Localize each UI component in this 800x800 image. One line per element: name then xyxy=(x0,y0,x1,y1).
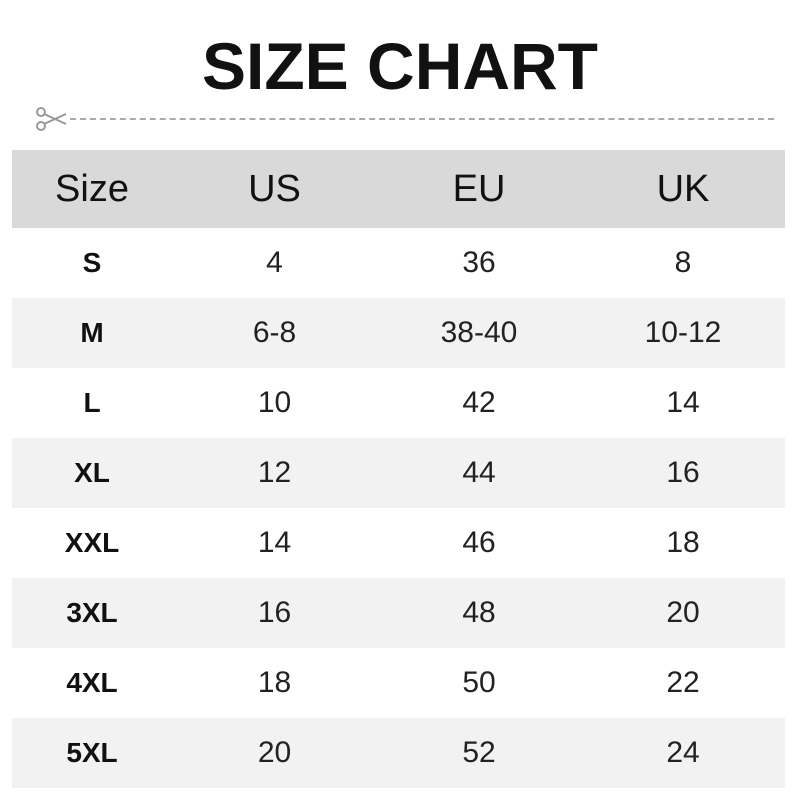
table-row: XL 12 44 16 xyxy=(12,438,785,508)
size-cell: XL xyxy=(12,438,172,508)
dashed-line xyxy=(70,118,774,120)
value-cell: 10-12 xyxy=(581,298,785,368)
size-cell: L xyxy=(83,387,101,418)
header-row: Size US EU UK xyxy=(12,150,785,228)
value-cell: 36 xyxy=(462,246,496,279)
size-cell: XXL xyxy=(64,527,120,558)
value-cell: 16 xyxy=(172,578,377,648)
value-cell: 42 xyxy=(462,386,496,419)
value-cell: 44 xyxy=(377,438,581,508)
table-row: L 10 42 14 xyxy=(12,368,785,438)
column-header: US xyxy=(172,150,377,228)
cut-line xyxy=(34,106,774,132)
value-cell: 50 xyxy=(462,666,496,699)
scissors-icon xyxy=(36,107,67,131)
value-cell: 52 xyxy=(377,718,581,788)
value-cell: 48 xyxy=(377,578,581,648)
value-cell: 46 xyxy=(462,526,496,559)
table-row: S 4 36 8 xyxy=(12,228,785,298)
value-cell: 22 xyxy=(666,666,700,699)
value-cell: 20 xyxy=(172,718,377,788)
value-cell: 38-40 xyxy=(377,298,581,368)
column-header: EU xyxy=(377,150,581,228)
value-cell: 20 xyxy=(581,578,785,648)
table-row: 5XL 20 52 24 xyxy=(12,718,785,788)
size-cell: 5XL xyxy=(12,718,172,788)
page-title: SIZE CHART xyxy=(202,29,598,103)
value-cell: 8 xyxy=(674,246,692,279)
value-cell: 24 xyxy=(581,718,785,788)
value-cell: 12 xyxy=(172,438,377,508)
value-cell: 14 xyxy=(666,386,700,419)
table-row: XXL 14 46 18 xyxy=(12,508,785,578)
table-row: 4XL 18 50 22 xyxy=(12,648,785,718)
table-row: M 6-8 38-40 10-12 xyxy=(12,298,785,368)
size-cell: 4XL xyxy=(66,667,118,698)
value-cell: 4 xyxy=(266,246,283,279)
value-cell: 10 xyxy=(257,386,292,419)
size-cell: S xyxy=(82,247,102,278)
value-cell: 6-8 xyxy=(172,298,377,368)
column-header: Size xyxy=(12,150,172,228)
column-header: UK xyxy=(581,150,785,228)
size-table: Size US EU UK S 4 36 8 M 6-8 38-40 10-12 L 10 42 14 XL 1… xyxy=(12,150,785,788)
size-cell: 3XL xyxy=(12,578,172,648)
size-cell: M xyxy=(12,298,172,368)
value-cell: 14 xyxy=(257,526,292,559)
value-cell: 18 xyxy=(666,526,700,559)
value-cell: 16 xyxy=(581,438,785,508)
value-cell: 18 xyxy=(257,666,292,699)
table-row: 3XL 16 48 20 xyxy=(12,578,785,648)
